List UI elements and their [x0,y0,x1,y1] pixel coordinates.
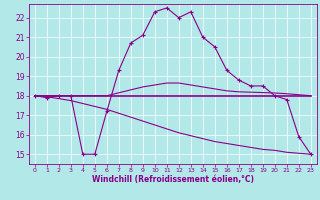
X-axis label: Windchill (Refroidissement éolien,°C): Windchill (Refroidissement éolien,°C) [92,175,254,184]
